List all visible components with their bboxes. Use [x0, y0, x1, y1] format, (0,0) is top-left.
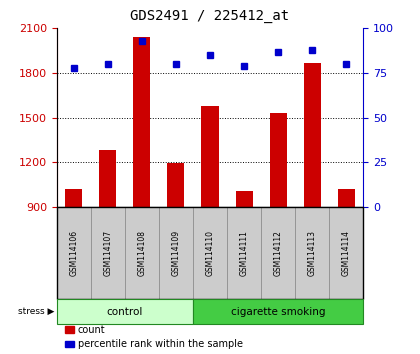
- Text: GSM114112: GSM114112: [274, 230, 283, 276]
- Text: control: control: [107, 307, 143, 316]
- Bar: [134, 37, 150, 207]
- Text: GSM114110: GSM114110: [205, 230, 215, 276]
- Text: GSM114114: GSM114114: [342, 230, 351, 276]
- Bar: [99, 150, 116, 207]
- Bar: [304, 63, 321, 207]
- Bar: [270, 113, 287, 207]
- Text: GSM114113: GSM114113: [308, 230, 317, 276]
- Text: GSM114111: GSM114111: [239, 230, 249, 276]
- Bar: [65, 189, 82, 207]
- Bar: [338, 189, 355, 207]
- Text: GSM114108: GSM114108: [137, 230, 146, 276]
- Text: cigarette smoking: cigarette smoking: [231, 307, 326, 316]
- Text: count: count: [78, 325, 105, 335]
- Text: GSM114107: GSM114107: [103, 230, 112, 276]
- Text: GDS2491 / 225412_at: GDS2491 / 225412_at: [131, 9, 289, 23]
- Text: GSM114106: GSM114106: [69, 230, 78, 276]
- Text: stress ▶: stress ▶: [18, 307, 55, 316]
- Bar: [236, 191, 252, 207]
- Text: GSM114109: GSM114109: [171, 230, 181, 276]
- Bar: [202, 106, 218, 207]
- Text: percentile rank within the sample: percentile rank within the sample: [78, 339, 243, 349]
- Bar: [168, 163, 184, 207]
